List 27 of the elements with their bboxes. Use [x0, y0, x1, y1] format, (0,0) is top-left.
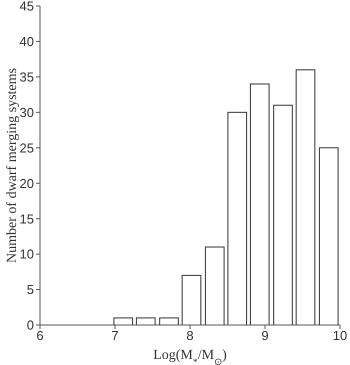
y-tick-label: 40 [20, 34, 34, 50]
y-tick-label: 0 [26, 318, 34, 333]
y-tick-label: 20 [20, 176, 34, 191]
bar [273, 104, 293, 325]
bar [250, 83, 270, 325]
bar [113, 317, 134, 325]
x-tick-label: 6 [36, 328, 44, 344]
bar [204, 246, 225, 325]
y-tick-label: 10 [20, 246, 34, 262]
y-axis-title: Number of dwarf merging systems [4, 68, 20, 263]
y-tick-label: 5 [26, 282, 34, 298]
x-tick-label: 8 [186, 328, 194, 344]
bar [182, 274, 202, 325]
bar [296, 69, 316, 325]
y-tick-label: 25 [20, 140, 34, 156]
bar [318, 147, 339, 325]
bar [227, 112, 248, 325]
bar [136, 317, 156, 325]
y-tick-label: 35 [20, 70, 34, 85]
y-tick-label: 30 [20, 104, 34, 120]
x-axis-title: Log(M$_{*}$/M$_{⊙}$) [153, 348, 228, 365]
x-tick-label: 7 [111, 328, 119, 344]
bar [159, 317, 179, 325]
y-tick-label: 15 [20, 211, 34, 226]
x-tick-label: 10 [332, 328, 348, 344]
x-tick-label: 9 [261, 328, 269, 344]
y-tick-label: 45 [20, 0, 34, 14]
